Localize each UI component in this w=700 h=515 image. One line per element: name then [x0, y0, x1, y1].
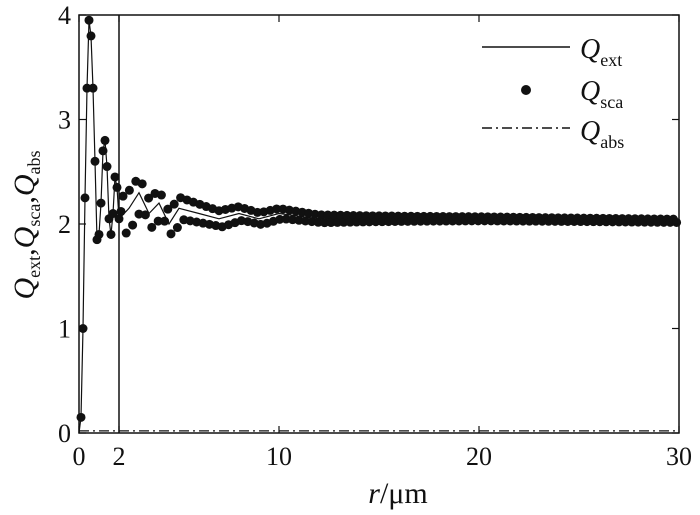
legend-qsca-label: Qsca [580, 76, 623, 112]
qsca-point [144, 193, 154, 203]
qsca-point [98, 146, 108, 156]
qsca-point [118, 191, 128, 201]
x-tick-label: 30 [666, 442, 692, 471]
qsca-point [128, 220, 138, 230]
qsca-point [169, 199, 179, 209]
qsca-point [114, 214, 124, 224]
qsca-point [316, 210, 326, 220]
y-tick-label: 1 [58, 315, 71, 344]
x-axis-label-unit: /μm [380, 477, 428, 510]
qsca-point [137, 179, 147, 189]
qsca-point [106, 229, 116, 239]
x-axis-label: r/μm [368, 477, 427, 510]
qsca-point [166, 229, 176, 239]
qsca-point [84, 15, 94, 25]
y-label-q3: Q [8, 174, 41, 196]
qsca-point [90, 156, 100, 166]
qsca-point [156, 190, 166, 200]
qsca-point [275, 214, 285, 224]
qsca-point [339, 217, 349, 227]
qsca-point [76, 412, 86, 422]
qsca-point [342, 210, 352, 220]
x-axis-label-variable: r [368, 477, 380, 510]
y-axis-ticks: 0 1 2 3 4 [58, 1, 679, 448]
qsca-point [121, 228, 131, 238]
y-label-sub2: sca [24, 204, 44, 227]
qsca-point [332, 217, 342, 227]
y-tick-label: 4 [58, 1, 71, 30]
qsca-point [172, 223, 182, 233]
qsca-point [323, 210, 333, 220]
qsca-point [163, 204, 173, 214]
x-tick-label: 20 [466, 442, 492, 471]
qsca-point [86, 31, 96, 41]
qsca-point [329, 210, 339, 220]
qsca-series [76, 15, 682, 422]
qsca-point [140, 210, 150, 220]
qsca-point [94, 229, 104, 239]
y-label-q2: Q [8, 226, 41, 248]
qsca-point [326, 218, 336, 228]
x-axis-ticks: 0 2 10 20 30 [73, 15, 692, 471]
qsca-point [112, 182, 122, 192]
y-label-q1: Q [8, 278, 41, 300]
qsca-point [313, 217, 323, 227]
qsca-point [147, 222, 157, 232]
qsca-point [108, 209, 118, 219]
qsca-point [124, 185, 134, 195]
y-tick-label: 0 [58, 419, 71, 448]
y-axis-label: Qext,Qsca,Qabs [8, 151, 44, 300]
legend-qsca-swatch [521, 85, 531, 95]
x-tick-label: 0 [73, 442, 86, 471]
legend: Qext Qsca Qabs [482, 34, 624, 152]
y-tick-label: 2 [58, 210, 71, 239]
legend-qabs-label: Qabs [580, 116, 624, 152]
qsca-point [96, 198, 106, 208]
y-label-sub1: ext [24, 256, 44, 278]
qsca-point [153, 216, 163, 226]
qsca-point [320, 218, 330, 228]
qsca-point [88, 83, 98, 93]
qsca-point [272, 204, 282, 214]
x-tick-label: 2 [113, 442, 126, 471]
y-label-sub3: abs [24, 151, 44, 175]
qsca-point [100, 135, 110, 145]
qsca-point [102, 162, 112, 172]
qsca-point [80, 193, 90, 203]
qsca-point [672, 217, 682, 227]
qsca-point [110, 172, 120, 182]
qsca-point [160, 216, 170, 226]
y-tick-label: 3 [58, 106, 71, 135]
x-tick-label: 10 [266, 442, 292, 471]
qsca-point [116, 206, 126, 216]
legend-qext-label: Qext [580, 34, 622, 70]
qsca-point [336, 210, 346, 220]
